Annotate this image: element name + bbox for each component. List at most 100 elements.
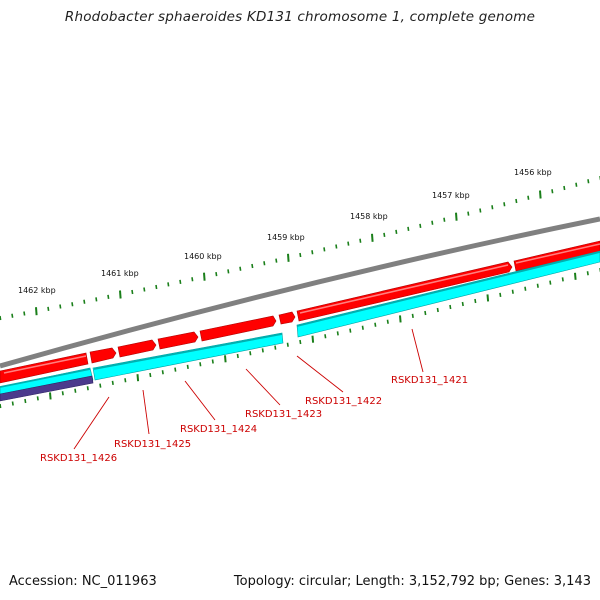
inner-tick: [574, 272, 577, 280]
gene-label-rskd131-1421[interactable]: RSKD131_1421: [391, 375, 468, 386]
other-feature-bar[interactable]: [0, 375, 94, 402]
outer-tick: [503, 202, 506, 207]
outer-tick: [83, 299, 86, 304]
outer-tick: [263, 261, 266, 266]
gene-label-rskd131-1424[interactable]: RSKD131_1424: [180, 424, 257, 435]
kbp-label-1456: 1456 kbp: [514, 168, 552, 177]
inner-tick: [199, 362, 202, 367]
reverse-gene-mid[interactable]: [92, 332, 284, 381]
inner-tick: [99, 383, 102, 388]
inner-tick: [311, 335, 315, 343]
outer-tick: [407, 226, 410, 232]
inner-tick: [424, 310, 427, 316]
outer-tick: [467, 211, 470, 216]
outer-tick: [251, 263, 254, 269]
outer-tick: [527, 195, 530, 200]
genome-summary-text: Topology: circular; Length: 3,152,792 bp…: [233, 574, 591, 589]
forward-gene-a[interactable]: [89, 347, 117, 364]
forward-gene-b[interactable]: [117, 339, 157, 358]
outer-tick: [323, 247, 326, 252]
inner-tick: [499, 292, 502, 298]
outer-tick-marks: [0, 176, 600, 321]
kbp-label-1460: 1460 kbp: [184, 252, 222, 261]
outer-tick: [119, 290, 122, 299]
inner-tick: [61, 391, 64, 396]
inner-tick: [461, 301, 464, 307]
gene-label-rskd131-1422[interactable]: RSKD131_1422: [305, 396, 382, 407]
inner-tick: [74, 388, 77, 393]
gene-label-rskd131-1423[interactable]: RSKD131_1423: [245, 409, 322, 420]
reverse-gene-right[interactable]: [296, 250, 600, 338]
inner-tick: [274, 345, 277, 350]
forward-gene-d[interactable]: [199, 315, 277, 342]
inner-tick: [374, 322, 377, 327]
outer-tick: [443, 217, 446, 222]
outer-tick: [311, 250, 314, 255]
kbp-label-1462: 1462 kbp: [18, 286, 56, 295]
inner-tick: [586, 271, 589, 276]
accession-text: Accession: NC_011963: [9, 574, 157, 589]
outer-tick: [455, 212, 458, 221]
inner-tick: [224, 355, 227, 363]
outer-tick: [347, 241, 350, 246]
outer-tick: [71, 302, 74, 307]
outer-tick: [587, 179, 590, 184]
gene-labels: RSKD131_1421 RSKD131_1422 RSKD131_1423 R…: [40, 375, 468, 464]
outer-tick: [575, 182, 578, 187]
outer-tick: [335, 244, 338, 249]
outer-tick: [155, 284, 158, 290]
leader-rskd131-1421: [411, 328, 424, 373]
inner-tick: [474, 298, 477, 304]
outer-tick: [167, 282, 170, 287]
inner-tick: [349, 328, 352, 333]
outer-tick: [551, 189, 554, 194]
gene-label-rskd131-1425[interactable]: RSKD131_1425: [114, 439, 191, 450]
outer-tick: [203, 272, 206, 281]
leader-rskd131-1423: [245, 368, 281, 406]
inner-tick: [411, 313, 414, 319]
gene-label-leaders: [73, 328, 424, 450]
gene-label-rskd131-1426[interactable]: RSKD131_1426: [40, 453, 117, 464]
inner-tick-marks: [0, 268, 600, 409]
scale-labels: 1456 kbp 1457 kbp 1458 kbp 1459 kbp 1460…: [18, 168, 552, 295]
kbp-label-1461: 1461 kbp: [101, 269, 139, 278]
outer-tick: [419, 223, 422, 229]
outer-tick: [11, 313, 14, 318]
inner-tick: [0, 403, 2, 409]
leader-rskd131-1426: [73, 396, 110, 450]
inner-tick: [299, 339, 302, 345]
inner-tick: [486, 294, 490, 302]
inner-tick: [186, 364, 189, 370]
outer-tick: [515, 198, 518, 204]
inner-tick: [524, 286, 527, 291]
reverse-gene-shade: [0, 251, 600, 388]
genome-backbone: [0, 216, 600, 369]
outer-tick: [23, 311, 26, 316]
reverse-strand-genes: [0, 250, 600, 399]
inner-tick: [124, 378, 127, 383]
inner-tick: [49, 392, 52, 400]
outer-tick: [359, 238, 362, 243]
inner-tick: [436, 307, 439, 313]
outer-tick: [431, 220, 434, 225]
outer-tick: [215, 271, 218, 277]
inner-tick: [249, 351, 252, 356]
inner-tick: [561, 277, 564, 282]
inner-tick: [324, 334, 327, 339]
outer-tick: [491, 205, 494, 210]
inner-tick: [549, 280, 552, 285]
inner-tick: [399, 315, 402, 323]
inner-tick: [136, 374, 140, 382]
kbp-label-1458: 1458 kbp: [350, 212, 388, 221]
kbp-label-1457: 1457 kbp: [432, 191, 470, 200]
outer-tick: [191, 277, 194, 282]
forward-gene-c[interactable]: [157, 331, 199, 350]
inner-tick: [236, 353, 239, 359]
forward-gene-e[interactable]: [278, 311, 296, 325]
outer-tick: [47, 306, 50, 312]
outer-tick: [143, 287, 146, 292]
inner-tick: [211, 359, 214, 364]
inner-tick: [36, 396, 39, 401]
